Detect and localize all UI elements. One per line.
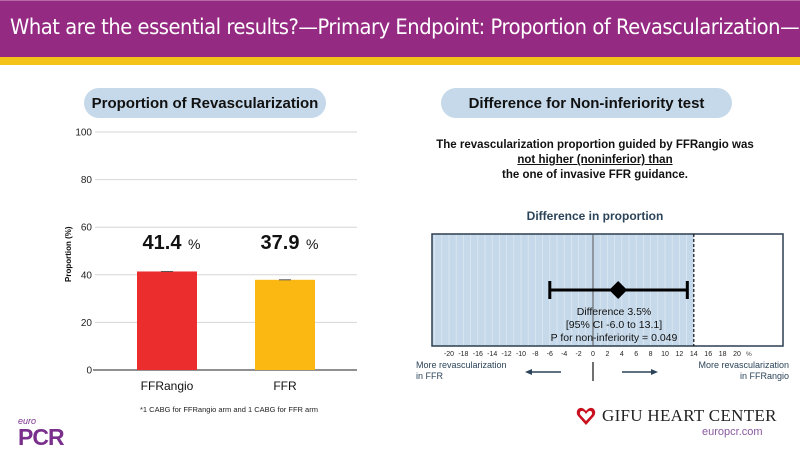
direction-label-ffr-line2: in FFR (416, 371, 443, 381)
left-panel-title: Proportion of Revascularization (84, 88, 326, 118)
x-tick-label: 4 (620, 351, 624, 358)
y-tick-label: 0 (86, 366, 92, 377)
x-tick-label: -2 (575, 351, 581, 358)
x-tick-label: -14 (487, 351, 497, 358)
x-tick-label: -8 (532, 351, 538, 358)
data-label-unit: % (306, 236, 318, 252)
statement-line-2: not higher (noninferior) than (517, 154, 673, 166)
data-label: 37.9 (261, 232, 300, 254)
x-tick-label: -12 (502, 351, 512, 358)
y-tick-label: 60 (81, 223, 93, 234)
arrow-left-head-icon (525, 369, 532, 375)
noninferiority-region (432, 234, 694, 346)
conclusion-statement: The revascularization proportion guided … (420, 138, 770, 183)
direction-label-ffrangio-line2: in FFRangio (739, 371, 789, 381)
heart-icon (576, 407, 596, 425)
x-tick-label: 16 (704, 351, 712, 358)
x-tick-label: 0 (591, 351, 595, 358)
data-label-unit: % (188, 236, 200, 252)
europcr-logo-euro: euro (18, 416, 37, 426)
y-tick-label: 20 (81, 318, 93, 329)
x-tick-label: -10 (516, 351, 526, 358)
x-tick-label: -6 (547, 351, 553, 358)
x-tick-label: 12 (676, 351, 684, 358)
bar-ffr (255, 279, 315, 370)
arrow-right-head-icon (651, 369, 658, 375)
gifu-heart-center-logo: GIFU HEART CENTER (576, 406, 777, 426)
x-tick-label: 6 (634, 351, 638, 358)
europcr-logo: euro PCR (18, 416, 65, 450)
x-tick-label: 10 (661, 351, 669, 358)
direction-label-ffrangio: More revascularization in FFRangio (672, 360, 789, 382)
footnote: *1 CABG for FFRangio arm and 1 CABG for … (140, 405, 318, 414)
bar-chart: 0 20 40 60 80 100 41.4% 37.9% FFRangio FFR Prop… (64, 128, 357, 393)
annotation-line-3: P for non-inferiority = 0.049 (551, 332, 678, 344)
y-tick-label: 40 (81, 270, 93, 281)
x-tick-label: 8 (649, 351, 653, 358)
x-tick-label: 20 (733, 351, 741, 358)
x-tick-label: 18 (719, 351, 727, 358)
x-tick-label: -18 (458, 351, 468, 358)
header-banner: What are the essential results?—Primary … (0, 0, 800, 57)
direction-label-ffr: More revascularization in FFR (416, 360, 507, 382)
forest-plot-title: Difference in proportion (526, 209, 664, 223)
gifu-heart-center-text: GIFU HEART CENTER (602, 406, 777, 425)
direction-label-ffrangio-line1: More revascularization (698, 360, 789, 370)
right-panel-title: Difference for Non-inferiority test (441, 88, 732, 118)
y-axis-label: Proportion (%) (64, 226, 73, 282)
annotation-line-1: Difference 3.5% (577, 306, 652, 318)
direction-label-ffr-line1: More revascularization (416, 360, 507, 370)
x-tick-label: -16 (473, 351, 483, 358)
x-tick-label: FFRangio (141, 379, 194, 393)
europcr-logo-pcr: PCR (18, 424, 65, 450)
x-tick-label: 2 (605, 351, 609, 358)
plot-frame (431, 233, 784, 347)
data-label: 41.4 (143, 232, 183, 254)
y-tick-label: 100 (75, 128, 92, 139)
annotation-line-2: [95% CI -6.0 to 13.1] (566, 319, 662, 331)
header-accent-bar (0, 57, 800, 65)
x-tick-label: 14 (690, 351, 698, 358)
y-tick-label: 80 (81, 175, 93, 186)
x-tick-label: FFR (273, 379, 297, 393)
bar-ffrangio (137, 271, 197, 370)
x-tick-unit: % (746, 351, 752, 358)
point-estimate-diamond (609, 281, 628, 299)
x-tick-label: -20 (444, 351, 454, 358)
statement-line-3: the one of invasive FFR guidance. (502, 169, 688, 181)
x-tick-label: -4 (561, 351, 567, 358)
page-title: What are the essential results?—Primary … (10, 15, 800, 39)
europcr-url: europcr.com (702, 426, 763, 438)
statement-line-1: The revascularization proportion guided … (436, 139, 754, 151)
